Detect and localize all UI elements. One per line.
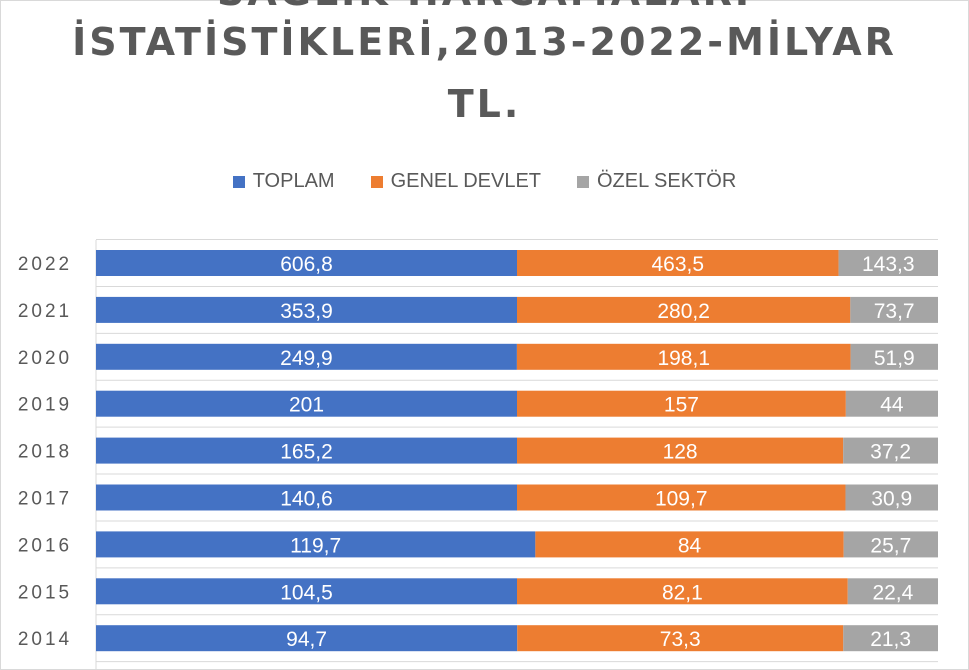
legend-label-ozel-sektor: ÖZEL SEKTÖR bbox=[597, 170, 737, 192]
data-label: 165,2 bbox=[280, 441, 333, 464]
chart-title-line-1: SAĞLIK HARCAMALARI bbox=[0, 0, 969, 14]
y-tick-label: 2022 bbox=[18, 254, 72, 275]
data-label: 140,6 bbox=[280, 488, 333, 511]
legend-swatch-genel-devlet bbox=[370, 175, 383, 188]
legend-label-toplam: TOPLAM bbox=[252, 170, 335, 192]
y-tick-label: 2018 bbox=[18, 442, 72, 463]
data-label: 84 bbox=[678, 534, 702, 557]
bar-segment-genel-devlet bbox=[517, 250, 839, 276]
data-label: 463,5 bbox=[652, 253, 705, 276]
data-label: 104,5 bbox=[280, 581, 333, 604]
bar-segment-toplam bbox=[96, 578, 517, 605]
bar-segment-toplam bbox=[96, 437, 517, 464]
bar-segment-ozel-sektor bbox=[838, 250, 938, 276]
data-label: 82,1 bbox=[662, 581, 703, 604]
bar-segment-ozel-sektor bbox=[847, 578, 938, 605]
bar-segment-ozel-sektor bbox=[843, 437, 938, 464]
bar-segment-ozel-sektor bbox=[850, 296, 938, 323]
bar-segment-genel-devlet bbox=[517, 484, 846, 511]
data-label: 73,3 bbox=[660, 628, 701, 651]
chart-title-line-3: TL. bbox=[447, 82, 522, 126]
legend-label-genel-devlet: GENEL DEVLET bbox=[390, 170, 541, 192]
bar-segment-toplam bbox=[96, 390, 517, 417]
data-label: 44 bbox=[880, 394, 904, 417]
data-label: 249,9 bbox=[280, 347, 333, 370]
data-label: 30,9 bbox=[871, 488, 912, 511]
bar-segment-toplam bbox=[96, 296, 517, 323]
y-tick-label: 2015 bbox=[18, 582, 72, 603]
bar-segment-ozel-sektor bbox=[845, 484, 938, 511]
bar-segment-ozel-sektor bbox=[850, 343, 938, 370]
y-tick-label: 2020 bbox=[18, 348, 72, 369]
legend-item-ozel-sektor: ÖZEL SEKTÖR bbox=[577, 170, 736, 193]
data-label: 198,1 bbox=[657, 347, 710, 370]
legend-item-genel-devlet: GENEL DEVLET bbox=[370, 170, 541, 193]
bar-segment-toplam bbox=[96, 250, 517, 276]
y-tick-label: 2014 bbox=[18, 629, 72, 650]
data-label: 280,2 bbox=[657, 300, 710, 323]
data-label: 157 bbox=[664, 394, 699, 417]
bar-segment-genel-devlet bbox=[517, 578, 848, 605]
data-label: 143,3 bbox=[862, 253, 915, 276]
y-tick-label: 2021 bbox=[18, 301, 72, 322]
bar-segment-ozel-sektor bbox=[845, 390, 938, 417]
y-tick-label: 2017 bbox=[18, 489, 72, 510]
bar-segment-genel-devlet bbox=[517, 625, 844, 652]
bar-segment-genel-devlet bbox=[517, 390, 846, 417]
bar-segment-toplam bbox=[96, 531, 536, 558]
data-label: 25,7 bbox=[870, 534, 911, 557]
data-label: 201 bbox=[289, 394, 324, 417]
data-label: 22,4 bbox=[872, 581, 913, 604]
bar-segment-toplam bbox=[96, 484, 517, 511]
bar-segment-genel-devlet bbox=[517, 296, 851, 323]
data-label: 119,7 bbox=[290, 534, 341, 557]
legend-swatch-toplam bbox=[232, 175, 245, 188]
data-label: 353,9 bbox=[280, 300, 333, 323]
legend-item-toplam: TOPLAM bbox=[232, 170, 335, 193]
data-label: 73,7 bbox=[874, 300, 915, 323]
data-label: 606,8 bbox=[280, 253, 333, 276]
bar-segment-toplam bbox=[96, 625, 518, 652]
bar-segment-genel-devlet bbox=[535, 531, 844, 558]
data-label: 21,3 bbox=[870, 628, 911, 651]
bar-segment-genel-devlet bbox=[517, 437, 844, 464]
y-tick-label: 2016 bbox=[18, 535, 72, 556]
data-label: 128 bbox=[663, 441, 698, 464]
data-label: 109,7 bbox=[655, 488, 708, 511]
chart-legend: TOPLAM GENEL DEVLET ÖZEL SEKTÖR bbox=[0, 170, 969, 193]
bar-segment-ozel-sektor bbox=[843, 625, 938, 652]
data-label: 51,9 bbox=[874, 347, 915, 370]
bar-segment-genel-devlet bbox=[516, 343, 851, 370]
y-tick-label: 2019 bbox=[18, 395, 72, 416]
bar-segment-toplam bbox=[96, 343, 517, 370]
bar-segment-ozel-sektor bbox=[843, 531, 938, 558]
data-label: 37,2 bbox=[870, 441, 911, 464]
chart-title-line-2: İSTATİSTİKLERİ,2013-2022-MİLYAR bbox=[72, 20, 897, 64]
legend-swatch-ozel-sektor bbox=[577, 175, 589, 188]
data-label: 94,7 bbox=[286, 628, 327, 651]
